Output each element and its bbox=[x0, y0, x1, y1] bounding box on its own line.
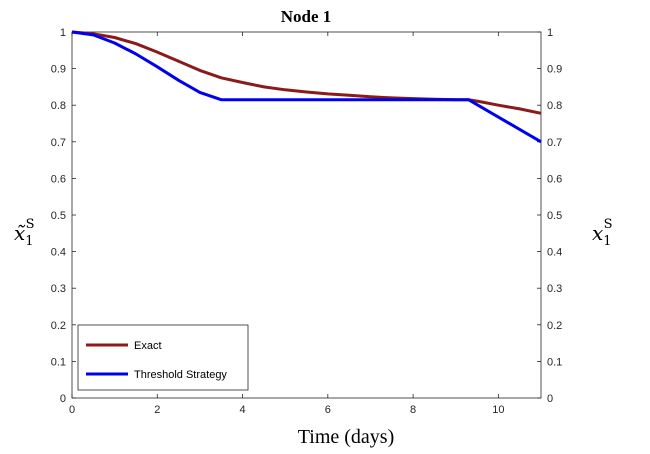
y-label-right-sup: S bbox=[604, 217, 613, 232]
legend-label-exact: Exact bbox=[134, 340, 162, 352]
series-lines bbox=[71, 30, 542, 144]
y-tick-label-left: 0.4 bbox=[51, 247, 66, 259]
x-tick-label: 8 bbox=[410, 404, 416, 416]
y-tick-label-right: 0.9 bbox=[547, 64, 562, 76]
x-axis: 0 2 4 6 8 10 bbox=[69, 32, 504, 416]
legend-label-threshold-strategy: Threshold Strategy bbox=[134, 369, 227, 381]
y-label-left-sup: S bbox=[26, 217, 35, 232]
legend-box bbox=[77, 324, 249, 391]
chart-title: Node 1 bbox=[281, 7, 332, 26]
y-label-right-base: x bbox=[592, 221, 603, 245]
y-tick-label-right: 1 bbox=[547, 27, 553, 39]
x-tick-label: 4 bbox=[239, 404, 245, 416]
y-label-right-sub: 1 bbox=[603, 234, 611, 249]
y-tick-label-right: 0.3 bbox=[547, 283, 562, 295]
y-label-left-base: x̃ bbox=[14, 221, 26, 245]
y-tick-label-left: 0.2 bbox=[51, 320, 66, 332]
y-tick-label-left: 0.3 bbox=[51, 283, 66, 295]
x-tick-label: 0 bbox=[69, 404, 75, 416]
y-axis-label-right: x1 S bbox=[592, 217, 612, 249]
y-axis-label-left: x̃1 S bbox=[14, 217, 34, 249]
y-axis-left: 0 0.1 0.2 0.3 0.4 0.5 0.6 0.7 0.8 0.9 1 bbox=[51, 27, 76, 405]
y-tick-label-left: 0 bbox=[60, 393, 66, 405]
y-tick-label-right: 0.7 bbox=[547, 137, 562, 149]
y-tick-label-left: 0.8 bbox=[51, 100, 66, 112]
y-tick-label-left: 0.9 bbox=[51, 64, 66, 76]
x-axis-label: Time (days) bbox=[298, 426, 394, 448]
y-axis-right: 0 0.1 0.2 0.3 0.4 0.5 0.6 0.7 0.8 0.9 1 bbox=[537, 27, 562, 405]
y-tick-label-left: 0.1 bbox=[51, 356, 66, 368]
y-tick-label-right: 0.5 bbox=[547, 210, 562, 222]
y-tick-label-right: 0.8 bbox=[547, 100, 562, 112]
y-tick-label-left: 1 bbox=[60, 27, 66, 39]
x-tick-label: 6 bbox=[325, 404, 331, 416]
y-tick-label-left: 0.7 bbox=[51, 137, 66, 149]
y-tick-label-right: 0 bbox=[547, 393, 553, 405]
y-tick-label-right: 0.4 bbox=[547, 247, 562, 259]
y-tick-label-right: 0.2 bbox=[547, 320, 562, 332]
series-line-threshold-strategy bbox=[71, 30, 542, 144]
y-tick-label-left: 0.6 bbox=[51, 173, 66, 185]
y-tick-label-left: 0.5 bbox=[51, 210, 66, 222]
y-tick-label-right: 0.6 bbox=[547, 173, 562, 185]
x-tick-label: 10 bbox=[492, 404, 504, 416]
legend: Exact Threshold Strategy bbox=[77, 324, 249, 391]
svg-text:x1S: x1 S bbox=[592, 217, 612, 249]
y-tick-label-right: 0.1 bbox=[547, 356, 562, 368]
x-tick-label: 2 bbox=[154, 404, 160, 416]
y-label-left-sub: 1 bbox=[25, 234, 33, 249]
svg-text:x̃1S: x̃1 S bbox=[14, 217, 34, 249]
